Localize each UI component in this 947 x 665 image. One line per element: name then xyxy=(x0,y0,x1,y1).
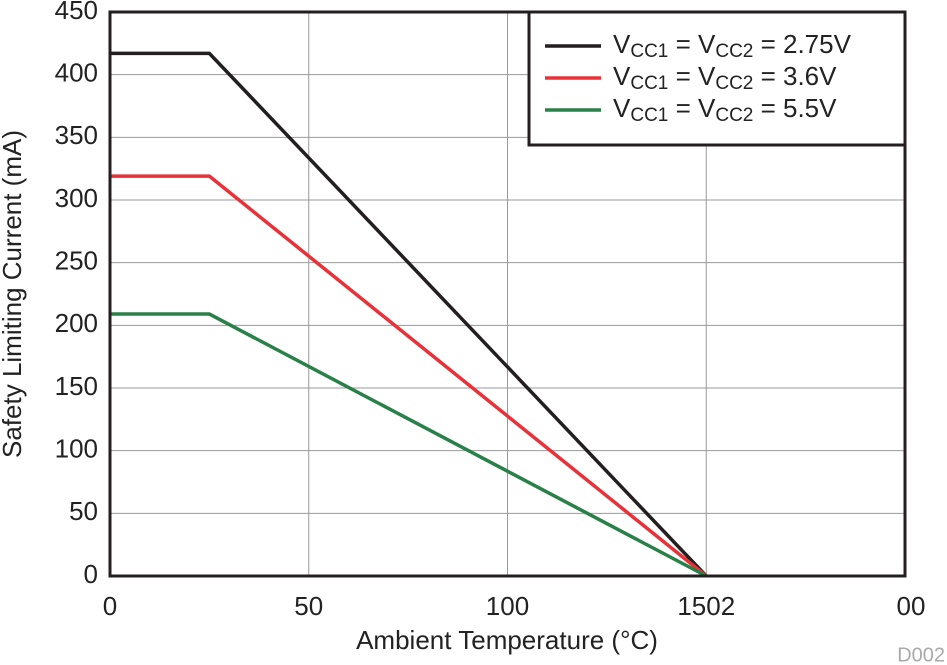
x-tick-label: 00 xyxy=(897,591,926,621)
series-line xyxy=(110,51,708,578)
y-tick-label: 400 xyxy=(55,58,98,88)
series-line xyxy=(110,174,708,578)
y-tick-label: 250 xyxy=(55,246,98,276)
legend-label: VCC1 = VCC2 = 2.75V xyxy=(613,29,852,62)
y-tick-label: 200 xyxy=(55,308,98,338)
x-tick-label: 100 xyxy=(486,591,529,621)
y-tick-label: 350 xyxy=(55,120,98,150)
y-tick-label: 150 xyxy=(55,371,98,401)
y-tick-label: 0 xyxy=(84,559,98,589)
footnote: D002 xyxy=(897,644,945,665)
x-tick-label: 50 xyxy=(294,591,323,621)
y-tick-label: 50 xyxy=(69,496,98,526)
x-tick-label: 1502 xyxy=(677,591,735,621)
x-tick-label: 0 xyxy=(103,591,117,621)
legend-label: VCC1 = VCC2 = 3.6V xyxy=(613,61,837,94)
legend-label: VCC1 = VCC2 = 5.5V xyxy=(613,93,837,126)
y-tick-label: 300 xyxy=(55,183,98,213)
y-axis-label: Safety Limiting Current (mA) xyxy=(0,130,27,458)
y-tick-label: 450 xyxy=(55,0,98,25)
y-tick-label: 100 xyxy=(55,434,98,464)
series-line xyxy=(110,312,708,578)
plot-frame xyxy=(108,10,907,578)
x-axis-label: Ambient Temperature (°C) xyxy=(356,625,658,655)
